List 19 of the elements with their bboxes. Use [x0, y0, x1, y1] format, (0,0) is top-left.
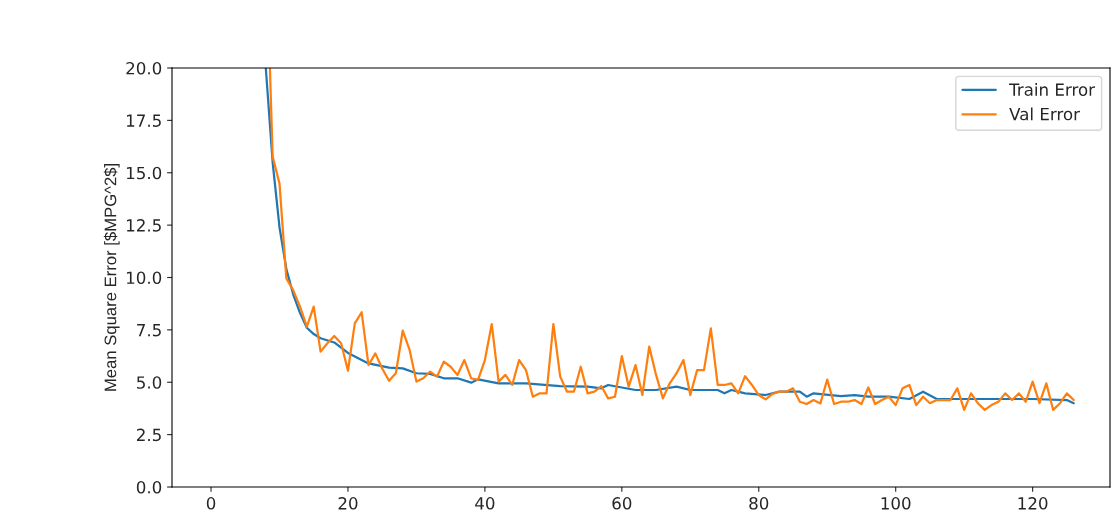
- legend-label: Train Error: [1009, 83, 1095, 96]
- y-tick-label: 10.0: [127, 271, 162, 285]
- y-tick-label: 2.5: [136, 428, 161, 442]
- y-tick-label: 5.0: [137, 376, 162, 389]
- x-tick-label: 60: [612, 497, 632, 510]
- y-tick-label: 0.0: [136, 480, 162, 494]
- x-tick-label: 40: [475, 497, 495, 510]
- y-tick-label: 7.5: [137, 324, 161, 337]
- y-tick-label: 15.0: [127, 166, 162, 180]
- x-tick-label: 0: [206, 497, 216, 510]
- y-axis-title: Mean Square Error [$MPG^2$]: [103, 164, 120, 391]
- legend-label: Val Error: [1009, 107, 1080, 121]
- x-tick-label: 80: [749, 497, 769, 510]
- y-tick-label: 12.5: [127, 219, 161, 232]
- y-tick-label: 20.0: [126, 61, 162, 75]
- x-tick-label: 20: [338, 497, 358, 510]
- y-tick-label: 17.5: [127, 114, 161, 127]
- x-tick-label: 120: [1018, 497, 1048, 510]
- x-tick-label: 100: [881, 497, 911, 510]
